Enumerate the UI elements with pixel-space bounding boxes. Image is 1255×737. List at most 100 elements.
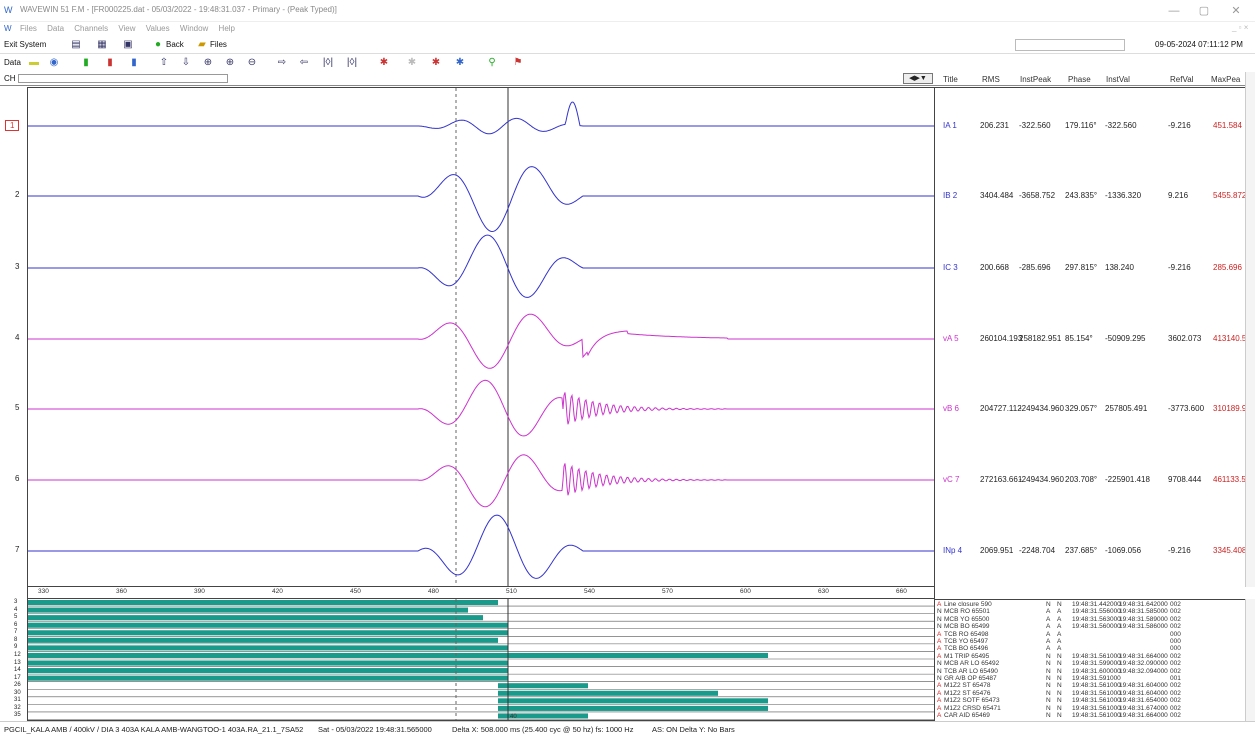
- event-st: N: [937, 667, 942, 675]
- waveform-plot[interactable]: [27, 87, 935, 587]
- harmonics-icon[interactable]: ⚑: [513, 57, 523, 68]
- nav-buttons[interactable]: ◀▶▼: [903, 73, 933, 84]
- event-t1: 19:48:31.599000: [1072, 660, 1121, 668]
- waveform-ic-3: [28, 234, 934, 298]
- event-name[interactable]: MCB AR LO 65492: [944, 660, 1000, 668]
- menu-files[interactable]: Files: [20, 24, 37, 33]
- event-name[interactable]: GR A/B OP 65487: [944, 675, 997, 682]
- event-name[interactable]: Line closure 590: [944, 601, 992, 608]
- event-name[interactable]: MCB YO 65500: [944, 615, 990, 623]
- event-name[interactable]: TCB RO 65498: [944, 630, 989, 638]
- save-icon[interactable]: ◉: [49, 57, 59, 68]
- event-name[interactable]: M1Z2 SOTF 65473: [944, 697, 1000, 705]
- open-icon[interactable]: ▮: [83, 57, 89, 68]
- event-st: N: [937, 608, 942, 616]
- event-b: N: [1057, 660, 1062, 668]
- minimize-button[interactable]: —: [1168, 5, 1180, 17]
- layout-icon[interactable]: ▤: [71, 39, 81, 50]
- event-name[interactable]: TCB AR LO 65490: [944, 667, 998, 675]
- value-refval: 3602.073: [1168, 334, 1202, 343]
- mdi-controls[interactable]: _ ▫ ×: [1232, 23, 1249, 32]
- zoom-fit-icon[interactable]: ⊕: [203, 57, 213, 68]
- close-button[interactable]: ✕: [1231, 5, 1241, 17]
- event-a: N: [1046, 660, 1051, 668]
- arrow-up-icon[interactable]: ⇧: [159, 57, 169, 68]
- ruler-tick-label: 540: [584, 588, 595, 595]
- channel-number[interactable]: 6: [15, 474, 20, 483]
- color-icon[interactable]: ▬: [29, 57, 39, 68]
- channel-scrollbar[interactable]: [18, 74, 228, 83]
- value-maxpeak: 285.696: [1213, 263, 1242, 272]
- zoom-in-icon[interactable]: ⊕: [225, 57, 235, 68]
- digital-row-number: 12: [14, 651, 21, 658]
- grid-icon[interactable]: ▦: [97, 39, 107, 50]
- menu-data[interactable]: Data: [47, 24, 65, 33]
- event-name[interactable]: M1Z2 CRSD 65471: [944, 704, 1001, 712]
- channel-number[interactable]: 2: [15, 190, 20, 199]
- exit-system-button[interactable]: Exit System: [4, 40, 47, 49]
- channel-number[interactable]: 3: [15, 262, 20, 271]
- menu-channels[interactable]: Channels: [74, 24, 109, 33]
- event-scrollbar[interactable]: [1245, 599, 1255, 721]
- channel-number[interactable]: 1: [5, 120, 20, 131]
- window-title: WAVEWIN 51 F.M - [FR000225.dat - 05/03/2…: [20, 5, 337, 14]
- digital-bar: [28, 600, 498, 606]
- doc-icon[interactable]: ▮: [131, 57, 137, 68]
- event-name[interactable]: MCB BO 65499: [944, 623, 990, 631]
- event-t2: 19:48:32.094000: [1119, 667, 1168, 675]
- arrow-left-icon[interactable]: ⇦: [299, 57, 309, 68]
- value-rms: 260104.193: [980, 334, 1023, 343]
- value-refval: -9.216: [1168, 546, 1191, 555]
- digital-bar: [28, 622, 508, 628]
- channel-number[interactable]: 4: [15, 333, 20, 342]
- digital-channel-pane[interactable]: 40: [27, 599, 935, 721]
- channel-number[interactable]: 5: [15, 403, 20, 412]
- event-name[interactable]: TCB YO 65497: [944, 638, 988, 645]
- event-t2: 19:48:31.642000: [1119, 601, 1168, 608]
- arrow-right-icon[interactable]: ⇨: [277, 57, 287, 68]
- zoom-out-icon[interactable]: ⊖: [247, 57, 257, 68]
- event-st: N: [937, 675, 942, 682]
- event-c: 001: [1170, 675, 1181, 682]
- event-t2: 19:48:31.586000: [1119, 623, 1168, 631]
- value-title: INp 4: [943, 546, 963, 555]
- digital-bar: [28, 645, 508, 651]
- menu-help[interactable]: Help: [218, 24, 235, 33]
- digital-bar: [28, 668, 508, 674]
- files-button[interactable]: Files: [210, 40, 227, 49]
- trigger-icon[interactable]: ✱: [379, 57, 389, 68]
- menu-window[interactable]: Window: [179, 24, 209, 33]
- value-rms: 272163.661: [980, 475, 1023, 484]
- menu-values[interactable]: Values: [145, 24, 170, 33]
- value-instpeak: -285.696: [1019, 263, 1051, 272]
- print-icon[interactable]: ▣: [123, 39, 133, 50]
- export-icon[interactable]: ▮: [107, 57, 113, 68]
- event-name[interactable]: MCB RO 65501: [944, 608, 990, 616]
- phasor-icon[interactable]: ✱: [455, 57, 465, 68]
- event-t2: 19:48:31.654000: [1119, 697, 1168, 705]
- marker-icon[interactable]: ✱: [431, 57, 441, 68]
- datetime-display: 09-05-2024 07:11:12 PM: [1155, 40, 1243, 49]
- event-c: 000: [1170, 645, 1181, 653]
- event-name[interactable]: M1Z2 ST 65476: [944, 689, 991, 697]
- event-st: N: [937, 623, 942, 631]
- files-icon[interactable]: ▰: [198, 39, 206, 50]
- event-b: N: [1057, 667, 1062, 675]
- vertical-scrollbar[interactable]: [1245, 72, 1255, 587]
- cursor-right-icon[interactable]: |◊|: [346, 57, 358, 68]
- cursor-left-icon[interactable]: |◊|: [322, 57, 334, 68]
- filter-icon[interactable]: ⚲: [488, 57, 496, 68]
- digital-row-number: 8: [14, 636, 18, 643]
- event-name[interactable]: TCB BO 65496: [944, 645, 989, 653]
- event-name[interactable]: CAR AID 65469: [944, 712, 990, 719]
- event-name[interactable]: M1 TRIP 65495: [944, 652, 990, 660]
- menu-view[interactable]: View: [118, 24, 136, 33]
- arrow-down-icon[interactable]: ⇩: [181, 57, 191, 68]
- value-instval: 138.240: [1105, 263, 1134, 272]
- channel-number[interactable]: 7: [15, 545, 20, 554]
- event-name[interactable]: M1Z2 ST 65478: [944, 682, 991, 690]
- back-button[interactable]: Back: [166, 40, 184, 49]
- back-icon[interactable]: ●: [154, 39, 162, 50]
- restore-button[interactable]: ▢: [1198, 5, 1210, 17]
- event-list[interactable]: A Line closure 590 N N 19:48:31.442000 19:48:…: [935, 599, 1245, 721]
